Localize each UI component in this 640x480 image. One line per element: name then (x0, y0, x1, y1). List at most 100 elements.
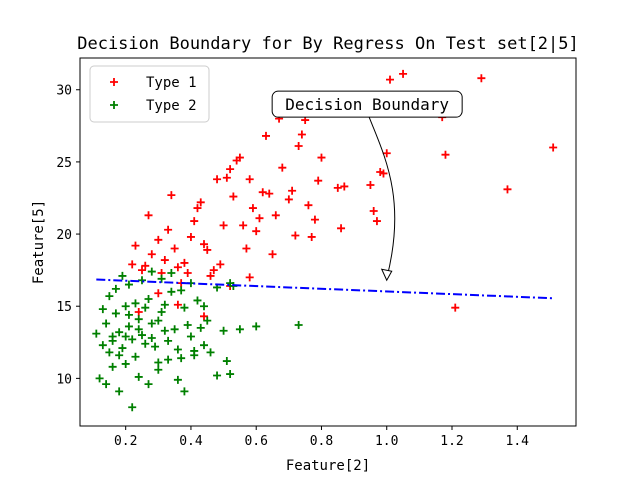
data-point (200, 302, 208, 311)
data-point (294, 142, 303, 151)
data-point (503, 185, 512, 194)
data-point (173, 375, 182, 384)
data-point (369, 206, 378, 215)
data-point (297, 130, 306, 139)
data-point (213, 175, 222, 184)
data-point (307, 232, 316, 241)
annotation-text: Decision Boundary (285, 95, 449, 114)
data-point (271, 211, 280, 220)
data-point (138, 276, 146, 285)
data-point (340, 182, 349, 191)
data-point (219, 221, 228, 230)
data-point (310, 215, 319, 224)
data-point (183, 269, 192, 278)
annotation-box (271, 90, 463, 118)
data-point (108, 362, 117, 371)
data-point (379, 169, 388, 178)
x-tick-label: 0.2 (114, 434, 137, 449)
data-point (304, 201, 313, 210)
data-point (366, 180, 375, 189)
data-point (190, 217, 199, 226)
data-point (229, 192, 238, 201)
data-point (451, 303, 460, 312)
data-point (399, 69, 408, 78)
data-point (245, 273, 254, 282)
data-point (333, 183, 342, 192)
legend: Type 1 Type 2 (89, 65, 210, 123)
data-point (138, 266, 146, 275)
data-point (288, 186, 297, 195)
data-point (317, 153, 326, 162)
data-point (196, 323, 205, 332)
data-point (124, 310, 133, 319)
data-point (372, 217, 381, 226)
data-point (95, 374, 104, 383)
annotation-arrow (368, 116, 396, 279)
data-point (245, 175, 254, 184)
data-point (105, 292, 114, 301)
data-point (252, 227, 261, 236)
legend-label-2: Type 2 (146, 98, 197, 114)
data-point (441, 150, 450, 159)
data-point (278, 163, 287, 172)
series-1 (128, 69, 558, 321)
data-point (167, 269, 176, 278)
x-tick-label: 0.6 (244, 434, 267, 449)
data-point (134, 307, 143, 316)
data-point (124, 280, 133, 289)
data-point (151, 342, 160, 351)
data-point (118, 344, 127, 353)
data-point (105, 348, 114, 357)
data-point (193, 204, 202, 213)
y-tick-label: 30 (56, 84, 72, 99)
data-point (128, 403, 137, 412)
data-point (157, 274, 166, 283)
chart-title: Decision Boundary for By Regress On Test… (77, 34, 579, 54)
y-axis-ticks: 10 15 20 25 30 (56, 84, 80, 387)
data-point (314, 176, 323, 185)
data-point (255, 214, 264, 223)
data-point (131, 299, 140, 308)
data-point (134, 372, 143, 381)
data-point (121, 332, 130, 341)
data-point (173, 263, 182, 272)
data-point (128, 260, 137, 269)
data-point (108, 336, 117, 345)
data-point (134, 315, 143, 324)
x-axis-ticks: 0.2 0.4 0.6 0.8 1.0 1.2 1.4 (114, 426, 529, 449)
data-point (190, 346, 199, 355)
data-point (170, 325, 179, 334)
data-point (160, 326, 169, 335)
data-point (382, 149, 391, 158)
data-point (186, 232, 195, 241)
data-point (131, 352, 140, 361)
data-point (144, 295, 153, 304)
data-point (222, 357, 231, 366)
data-point (284, 195, 293, 204)
data-point (265, 189, 274, 198)
data-point (102, 380, 111, 389)
data-point (219, 326, 228, 335)
data-point (141, 303, 150, 312)
data-point (154, 235, 163, 244)
data-point (173, 300, 182, 309)
data-point (258, 188, 267, 197)
annotation: Decision Boundary (271, 90, 463, 282)
data-point (128, 335, 137, 344)
marks-layer (92, 69, 558, 412)
data-point (160, 256, 169, 265)
y-tick-label: 15 (56, 300, 72, 315)
data-point (337, 224, 346, 233)
data-point (200, 312, 208, 321)
data-point (121, 359, 130, 368)
data-point (203, 316, 212, 325)
data-point (180, 387, 189, 396)
data-point (239, 221, 248, 230)
data-point (226, 279, 235, 288)
data-point (268, 250, 277, 259)
y-axis-label: Feature[5] (31, 200, 47, 284)
data-point (111, 309, 120, 318)
data-point (98, 341, 107, 350)
data-point (206, 271, 215, 280)
